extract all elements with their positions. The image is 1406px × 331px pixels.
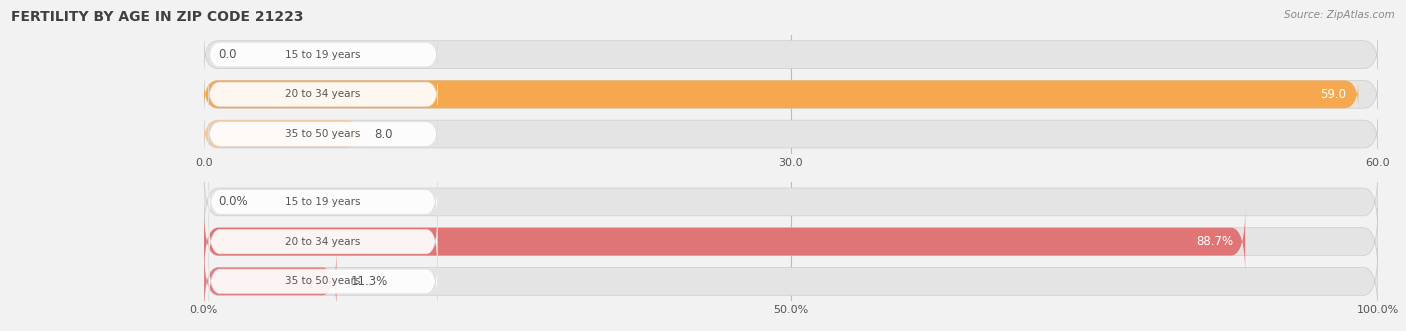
Text: 35 to 50 years: 35 to 50 years	[285, 276, 361, 286]
Text: 15 to 19 years: 15 to 19 years	[285, 197, 361, 207]
Text: Source: ZipAtlas.com: Source: ZipAtlas.com	[1284, 10, 1395, 20]
FancyBboxPatch shape	[204, 248, 1378, 315]
FancyBboxPatch shape	[204, 80, 1358, 109]
Text: FERTILITY BY AGE IN ZIP CODE 21223: FERTILITY BY AGE IN ZIP CODE 21223	[11, 10, 304, 24]
Text: 15 to 19 years: 15 to 19 years	[285, 50, 361, 60]
FancyBboxPatch shape	[204, 168, 1378, 236]
Text: 0.0%: 0.0%	[218, 195, 247, 209]
FancyBboxPatch shape	[204, 208, 1378, 275]
FancyBboxPatch shape	[204, 119, 1378, 149]
Text: 59.0: 59.0	[1320, 88, 1347, 101]
Text: 20 to 34 years: 20 to 34 years	[285, 89, 361, 99]
Text: 35 to 50 years: 35 to 50 years	[285, 129, 361, 139]
FancyBboxPatch shape	[208, 216, 437, 267]
FancyBboxPatch shape	[204, 208, 1246, 275]
FancyBboxPatch shape	[204, 80, 1378, 109]
FancyBboxPatch shape	[208, 176, 437, 228]
FancyBboxPatch shape	[208, 256, 437, 307]
FancyBboxPatch shape	[208, 42, 437, 67]
Text: 20 to 34 years: 20 to 34 years	[285, 237, 361, 247]
FancyBboxPatch shape	[204, 40, 1378, 69]
FancyBboxPatch shape	[204, 119, 360, 149]
Text: 0.0: 0.0	[218, 48, 236, 61]
FancyBboxPatch shape	[208, 122, 437, 146]
FancyBboxPatch shape	[208, 82, 437, 107]
Text: 11.3%: 11.3%	[350, 275, 388, 288]
Text: 88.7%: 88.7%	[1197, 235, 1233, 248]
FancyBboxPatch shape	[204, 248, 336, 315]
Text: 8.0: 8.0	[374, 127, 394, 141]
